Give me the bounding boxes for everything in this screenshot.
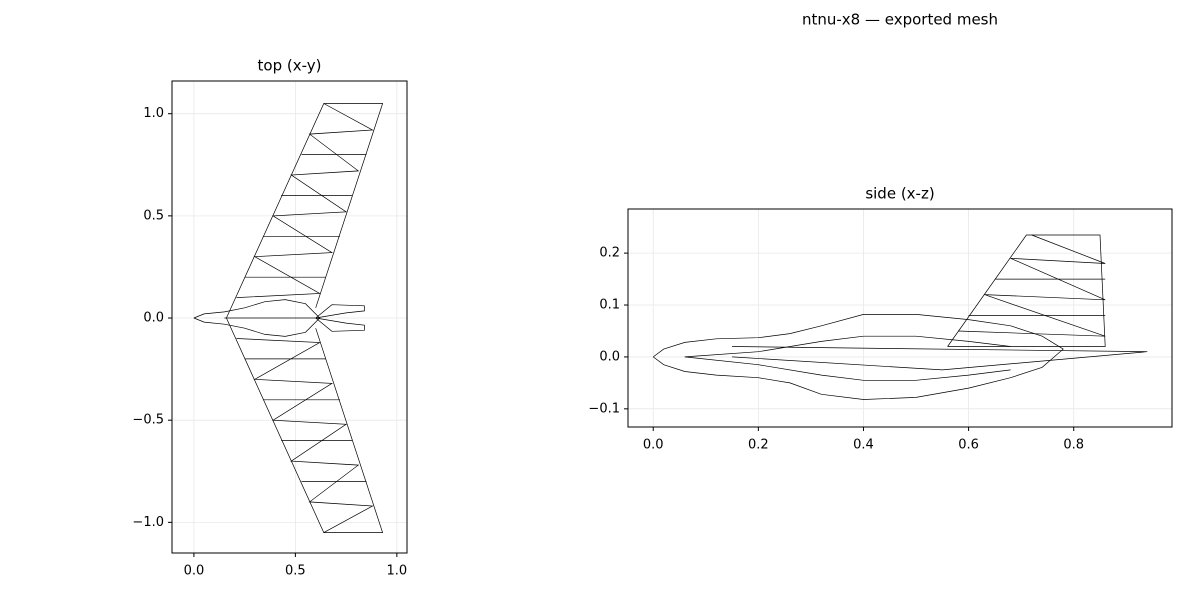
subplot-title: side (x-z) [865,185,934,203]
y-tick-label: −0.1 [588,401,620,416]
y-tick-label: 0.0 [599,349,620,364]
x-tick-label: 0.4 [853,438,874,453]
subplot: top (x-y) 0.0 0.5 1.0 −1.0 −0.5 0.0 0.5 1.0 [132,57,408,579]
mesh-line [652,314,1064,400]
mesh-line [315,304,365,319]
y-tick-label: −0.5 [132,413,164,428]
mesh-line [226,103,384,319]
y-tick-label: 1.0 [143,106,164,121]
y-tick-label: 0.1 [599,298,620,313]
mesh-line [236,338,374,533]
x-tick-label: 0.6 [958,438,979,453]
x-tick-label: 0.0 [184,564,205,579]
mesh-line [684,335,1011,358]
x-tick-label: 0.0 [643,438,664,453]
x-tick-label: 1.0 [387,564,408,579]
mesh-line [947,234,1106,347]
mesh-line [958,234,1106,337]
subplot-title: top (x-y) [258,57,322,75]
mesh-line [315,317,365,332]
x-tick-label: 0.5 [285,564,306,579]
figure-title: ntnu-x8 — exported mesh [802,11,998,29]
mesh-line [226,317,384,533]
subplot: side (x-z) 0.0 0.2 0.4 0.6 0.8 −0.1 0.0 0.1 0.2 [588,185,1173,453]
axes-frame [627,208,1173,428]
mesh-line [236,103,374,298]
y-tick-label: 0.5 [143,208,164,223]
x-tick-label: 0.2 [748,438,769,453]
y-tick-label: 0.2 [599,246,620,261]
mesh-line [684,356,1011,381]
axes-frame [171,80,408,554]
y-tick-label: 0.0 [143,311,164,326]
x-tick-label: 0.8 [1063,438,1084,453]
y-tick-label: −1.0 [132,515,164,530]
mesh-line [732,346,1148,371]
